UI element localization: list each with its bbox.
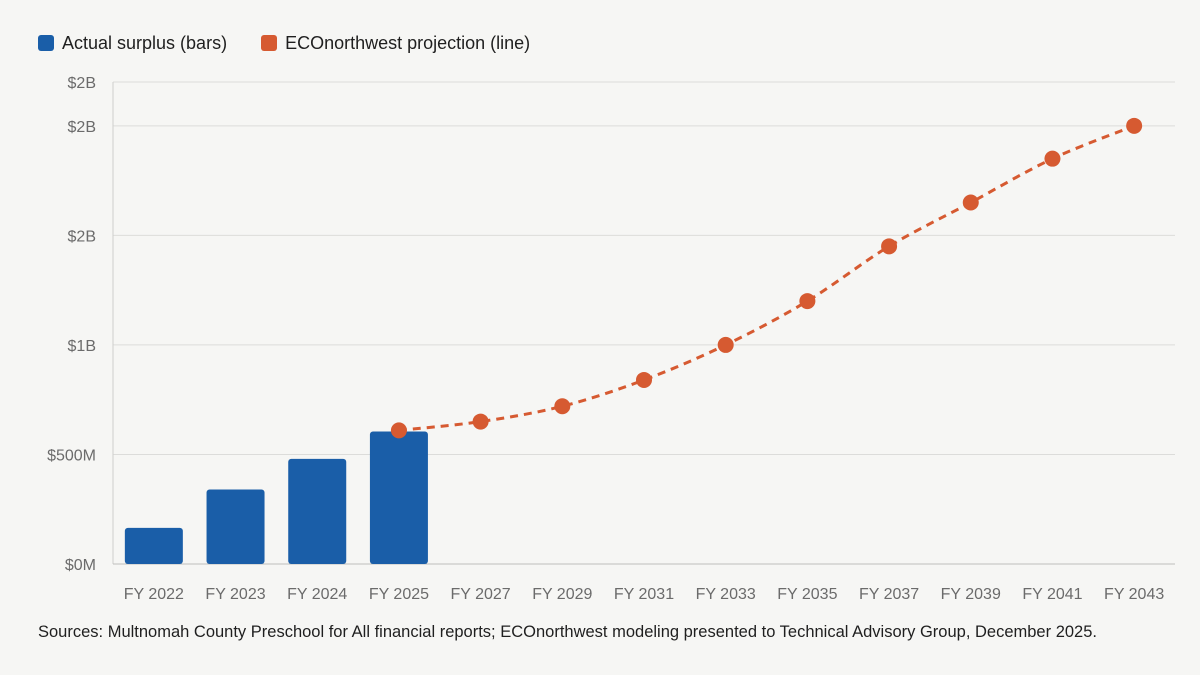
legend-swatch-actual: [38, 35, 54, 51]
projection-point: [1126, 117, 1143, 134]
legend-item-projection: ECOnorthwest projection (line): [261, 33, 530, 54]
x-tick-label: FY 2033: [696, 586, 756, 603]
legend-label-actual: Actual surplus (bars): [62, 32, 228, 53]
projection-line: [398, 124, 1135, 432]
y-tick-label: $2B: [68, 75, 96, 92]
x-tick-label: FY 2027: [451, 586, 511, 603]
y-tick-label: $500M: [47, 447, 96, 464]
y-tick-label: $2B: [68, 119, 96, 136]
y-tick-label: $2B: [68, 228, 96, 245]
x-tick-label: FY 2031: [614, 586, 674, 603]
x-tick-label: FY 2029: [532, 586, 592, 603]
projection-point: [554, 398, 571, 415]
projection-point: [472, 413, 489, 430]
projection-point: [962, 194, 979, 211]
x-tick-label: FY 2043: [1104, 586, 1164, 603]
y-tick-label: $0M: [65, 557, 96, 574]
projection-point: [717, 336, 734, 353]
x-tick-label: FY 2041: [1022, 586, 1082, 603]
legend-label-projection: ECOnorthwest projection (line): [285, 32, 531, 53]
legend: Actual surplus (bars) ECOnorthwest proje…: [38, 30, 530, 56]
x-tick-label: FY 2039: [941, 586, 1001, 603]
projection-point: [799, 293, 816, 310]
x-tick-label: FY 2023: [205, 586, 265, 603]
y-tick-label: $1B: [68, 338, 96, 355]
x-tick-label: FY 2022: [124, 586, 184, 603]
legend-swatch-projection: [261, 35, 278, 51]
projection-point: [636, 371, 652, 388]
projection-point: [390, 422, 407, 439]
legend-item-actual: Actual surplus (bars): [38, 33, 227, 54]
bar: [288, 458, 347, 564]
projection-point: [1044, 150, 1061, 167]
x-tick-label: FY 2025: [369, 586, 429, 603]
bar: [124, 527, 183, 564]
surplus-chart: $0M $500M $1B $2B $2B $2B FY 2022 FY 2023 FY 202…: [47, 75, 1175, 603]
source-note: Sources: Multnomah County Preschool for …: [38, 623, 1097, 641]
bar: [206, 489, 265, 564]
x-tick-label: FY 2037: [859, 586, 919, 603]
projection-point: [881, 238, 898, 255]
x-tick-label: FY 2024: [287, 586, 347, 603]
bar: [369, 431, 428, 564]
x-tick-label: FY 2035: [777, 586, 837, 603]
